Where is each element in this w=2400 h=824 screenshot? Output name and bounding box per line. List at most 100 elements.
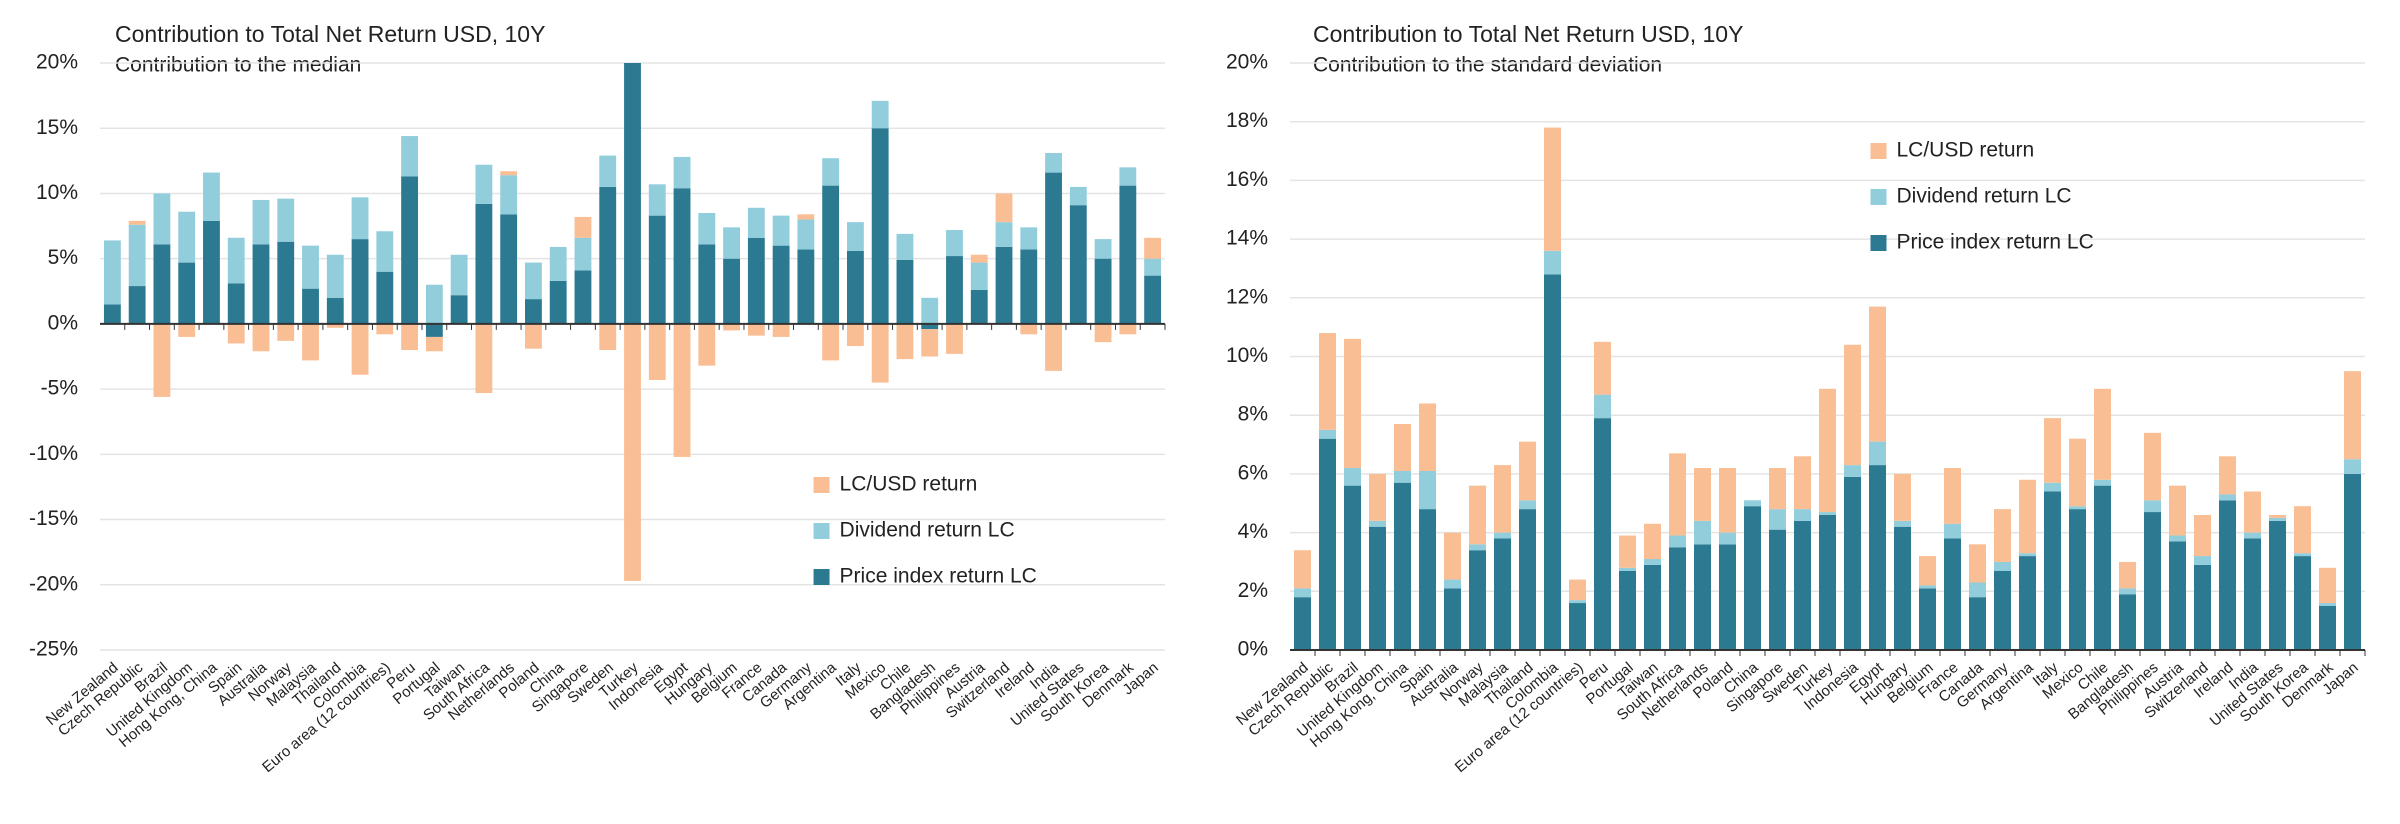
bar-segment — [599, 323, 617, 350]
bar-segment — [995, 246, 1013, 324]
bar-segment — [648, 215, 666, 324]
bar-segment — [1919, 585, 1936, 589]
bar-segment — [1294, 588, 1311, 598]
bar-segment — [970, 289, 988, 324]
bar-segment — [1419, 403, 1436, 471]
bar-segment — [2094, 485, 2111, 650]
bar-segment — [1469, 485, 1486, 545]
bar-segment — [2069, 509, 2086, 650]
bar-segment — [1569, 579, 1586, 601]
bar-segment — [1569, 600, 1586, 604]
bar-segment — [2194, 556, 2211, 565]
bar-segment — [946, 229, 963, 257]
chart-title: Contribution to Total Net Return USD, 10… — [1313, 21, 1743, 47]
bar-segment — [1594, 418, 1611, 650]
bar-segment — [1144, 275, 1162, 324]
bar-segment — [1969, 597, 1986, 650]
bar-segment — [103, 240, 121, 305]
bar-segment — [128, 224, 146, 287]
bar-segment — [1469, 550, 1486, 650]
bar-segment — [376, 231, 394, 272]
bar-segment — [1769, 509, 1786, 530]
bars — [103, 63, 1162, 581]
bar-segment — [277, 323, 295, 341]
bar-segment — [103, 304, 121, 324]
bar-segment — [1045, 323, 1062, 371]
bar-segment — [1919, 556, 1936, 586]
bar-segment — [648, 323, 666, 380]
bar-segment — [1144, 237, 1162, 259]
bar-segment — [1694, 544, 1711, 650]
bar-segment — [1094, 239, 1112, 259]
bar-segment — [1969, 544, 1986, 583]
bar-segment — [178, 262, 196, 324]
bar-segment — [723, 323, 740, 331]
bar-segment — [1444, 579, 1461, 589]
bar-segment — [2169, 541, 2186, 650]
bar-segment — [252, 323, 270, 352]
bar-segment — [921, 323, 939, 330]
legend-swatch — [813, 523, 830, 539]
legend-label: LC/USD return — [1897, 139, 2035, 162]
chart-subtitle: Contribution to the median — [115, 54, 361, 77]
bar-segment — [1344, 485, 1361, 650]
bar-segment — [871, 128, 889, 324]
bar-segment — [1769, 529, 1786, 650]
bar-segment — [1369, 526, 1386, 650]
bar-segment — [1594, 394, 1611, 419]
bar-segment — [1719, 544, 1736, 650]
bar-segment — [1869, 465, 1886, 650]
bar-segment — [2219, 500, 2236, 650]
bar-segment — [1569, 603, 1586, 650]
bar-segment — [401, 176, 419, 324]
bar-segment — [178, 211, 196, 263]
bar-segment — [747, 323, 765, 336]
bar-segment — [2169, 535, 2186, 542]
bar-segment — [2294, 506, 2311, 554]
bar-segment — [2319, 567, 2336, 604]
y-tick-label: 15% — [36, 116, 78, 139]
bar-segment — [723, 227, 740, 259]
bar-segment — [2044, 491, 2061, 650]
bar-segment — [525, 299, 542, 324]
bar-segment — [2119, 561, 2136, 589]
y-tick-label: -25% — [29, 638, 78, 661]
bar-segment — [1894, 520, 1911, 527]
bar-segment — [475, 164, 493, 204]
bar-segment — [574, 270, 592, 324]
bar-segment — [1419, 509, 1436, 650]
bar-segment — [772, 323, 790, 337]
bar-segment — [624, 63, 641, 324]
bar-segment — [252, 199, 270, 245]
bar-segment — [871, 100, 889, 129]
bar-segment — [1020, 249, 1038, 324]
bar-segment — [302, 323, 319, 361]
bar-segment — [376, 271, 394, 324]
bar-segment — [797, 249, 815, 324]
bar-segment — [673, 188, 691, 324]
bar-segment — [1794, 456, 1811, 510]
y-tick-label: 2% — [1238, 579, 1268, 602]
bar-segment — [1644, 523, 1661, 560]
bar-segment — [1444, 588, 1461, 650]
bar-segment — [425, 323, 443, 337]
bar-segment — [747, 207, 765, 238]
bar-segment — [1644, 559, 1661, 565]
bar-segment — [995, 222, 1013, 247]
bar-segment — [822, 323, 840, 361]
legend-label: Dividend return LC — [840, 519, 1015, 542]
bar-segment — [2044, 418, 2061, 483]
bar-segment — [1544, 274, 1561, 650]
bar-segment — [203, 220, 220, 324]
bar-segment — [2069, 438, 2086, 507]
bar-segment — [1319, 429, 1336, 439]
bar-segment — [2269, 517, 2286, 521]
bar-segment — [178, 323, 196, 337]
bar-segment — [1069, 186, 1087, 206]
bar-segment — [1544, 250, 1561, 275]
bar-segment — [673, 323, 691, 457]
bar-segment — [450, 254, 468, 296]
bar-segment — [1794, 520, 1811, 650]
